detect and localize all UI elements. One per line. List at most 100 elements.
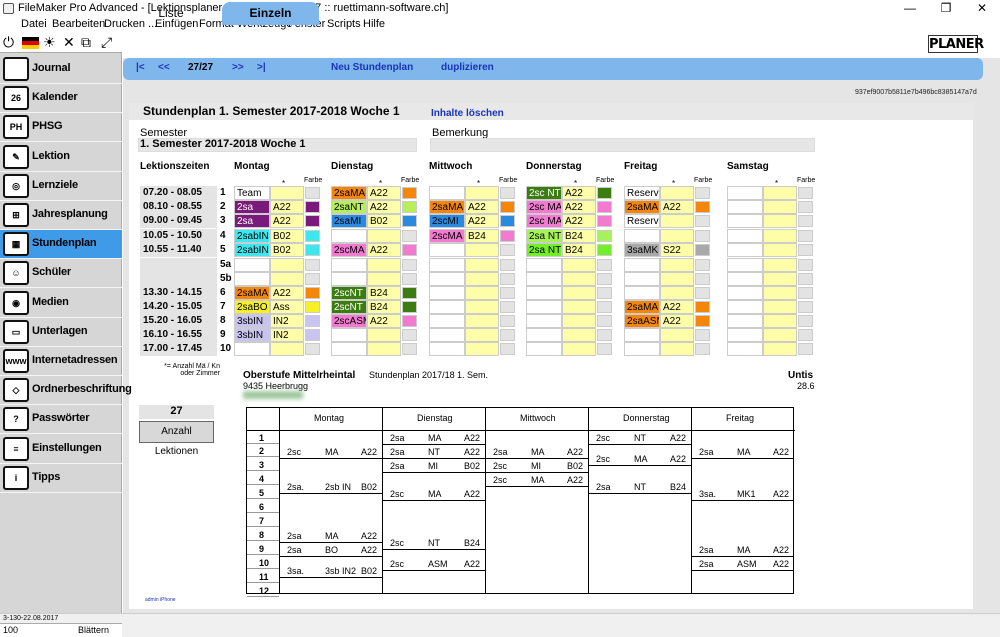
color-swatch[interactable] [402, 259, 417, 271]
subject-cell[interactable] [526, 300, 562, 314]
color-swatch[interactable] [500, 273, 515, 285]
room-cell[interactable]: A22 [465, 214, 499, 228]
subject-cell[interactable]: 2scNT [331, 300, 367, 314]
subject-cell[interactable]: 2sabIN [234, 229, 270, 243]
room-cell[interactable] [465, 314, 499, 328]
color-swatch[interactable] [402, 343, 417, 355]
color-swatch[interactable] [402, 187, 417, 199]
room-cell[interactable]: B24 [562, 243, 596, 257]
color-swatch[interactable] [798, 201, 813, 213]
count-lessons-button[interactable]: Anzahl Lektionen [139, 421, 214, 457]
color-swatch[interactable] [798, 301, 813, 313]
color-swatch[interactable] [597, 329, 612, 341]
color-swatch[interactable] [695, 301, 710, 313]
resize-icon[interactable]: ⤢ [101, 34, 113, 50]
room-cell[interactable] [270, 186, 304, 200]
mode-label[interactable]: Blättern [78, 625, 110, 635]
room-cell[interactable] [465, 186, 499, 200]
nav-item-ordnerbeschriftung[interactable]: ◇ Ordnerbeschriftung [0, 376, 132, 406]
maximize-button[interactable]: ❐ [940, 1, 952, 15]
color-swatch[interactable] [500, 287, 515, 299]
subject-cell[interactable] [727, 229, 763, 243]
color-swatch[interactable] [798, 315, 813, 327]
color-swatch[interactable] [500, 201, 515, 213]
color-swatch[interactable] [597, 273, 612, 285]
color-swatch[interactable] [695, 273, 710, 285]
room-cell[interactable] [763, 243, 797, 257]
subject-cell[interactable]: 2sa NT [526, 229, 562, 243]
room-cell[interactable] [367, 258, 401, 272]
room-cell[interactable] [763, 200, 797, 214]
room-cell[interactable]: A22 [465, 200, 499, 214]
subject-cell[interactable]: 3saMK [624, 243, 660, 257]
room-cell[interactable]: A22 [660, 300, 694, 314]
subject-cell[interactable] [429, 314, 465, 328]
room-cell[interactable]: A22 [367, 243, 401, 257]
room-cell[interactable]: IN2 [270, 328, 304, 342]
color-swatch[interactable] [798, 244, 813, 256]
subject-cell[interactable] [429, 258, 465, 272]
color-swatch[interactable] [597, 287, 612, 299]
room-cell[interactable] [763, 214, 797, 228]
color-swatch[interactable] [305, 287, 320, 299]
color-swatch[interactable] [695, 287, 710, 299]
subject-cell[interactable] [331, 272, 367, 286]
power-icon[interactable]: ⏻ [3, 34, 15, 50]
subject-cell[interactable] [624, 229, 660, 243]
color-swatch[interactable] [798, 343, 813, 355]
subject-cell[interactable]: 2saMI [331, 214, 367, 228]
close-button[interactable]: ✕ [976, 1, 988, 15]
room-cell[interactable] [367, 342, 401, 356]
nav-item-medien[interactable]: ◉ Medien [0, 289, 122, 318]
color-swatch[interactable] [695, 259, 710, 271]
subject-cell[interactable] [429, 328, 465, 342]
room-cell[interactable]: A22 [367, 186, 401, 200]
color-swatch[interactable] [597, 301, 612, 313]
minimize-button[interactable]: — [904, 1, 916, 15]
subject-cell[interactable]: 2sc NT [526, 186, 562, 200]
subject-cell[interactable]: 2sa [234, 200, 270, 214]
color-swatch[interactable] [597, 187, 612, 199]
color-swatch[interactable] [402, 244, 417, 256]
room-cell[interactable]: B02 [367, 214, 401, 228]
color-swatch[interactable] [305, 259, 320, 271]
nav-item-phsg[interactable]: PH PHSG [0, 113, 122, 143]
color-swatch[interactable] [597, 343, 612, 355]
subject-cell[interactable]: 3sbIN [234, 328, 270, 342]
room-cell[interactable]: IN2 [270, 314, 304, 328]
color-swatch[interactable] [402, 287, 417, 299]
subject-cell[interactable]: 2saMA [331, 186, 367, 200]
color-swatch[interactable] [305, 187, 320, 199]
subject-cell[interactable] [429, 272, 465, 286]
menu-datei[interactable]: Datei [21, 18, 47, 30]
subject-cell[interactable] [624, 286, 660, 300]
color-swatch[interactable] [305, 215, 320, 227]
subject-cell[interactable] [526, 272, 562, 286]
color-swatch[interactable] [500, 259, 515, 271]
color-swatch[interactable] [695, 201, 710, 213]
color-swatch[interactable] [500, 329, 515, 341]
color-swatch[interactable] [305, 230, 320, 242]
room-cell[interactable] [763, 229, 797, 243]
room-cell[interactable]: A22 [660, 200, 694, 214]
color-swatch[interactable] [798, 259, 813, 271]
room-cell[interactable]: B24 [367, 286, 401, 300]
color-swatch[interactable] [695, 315, 710, 327]
subject-cell[interactable]: Team [234, 186, 270, 200]
subject-cell[interactable]: 2scMA [331, 243, 367, 257]
room-cell[interactable] [465, 328, 499, 342]
tab-einzeln[interactable]: Einzeln [222, 2, 319, 25]
color-swatch[interactable] [500, 215, 515, 227]
subject-cell[interactable] [331, 328, 367, 342]
room-cell[interactable] [763, 342, 797, 356]
color-swatch[interactable] [500, 187, 515, 199]
room-cell[interactable] [660, 272, 694, 286]
subject-cell[interactable] [624, 342, 660, 356]
subject-cell[interactable]: Reserve [624, 214, 660, 228]
subject-cell[interactable] [429, 342, 465, 356]
subject-cell[interactable] [234, 258, 270, 272]
color-swatch[interactable] [402, 273, 417, 285]
room-cell[interactable] [465, 272, 499, 286]
color-swatch[interactable] [597, 244, 612, 256]
color-swatch[interactable] [305, 315, 320, 327]
